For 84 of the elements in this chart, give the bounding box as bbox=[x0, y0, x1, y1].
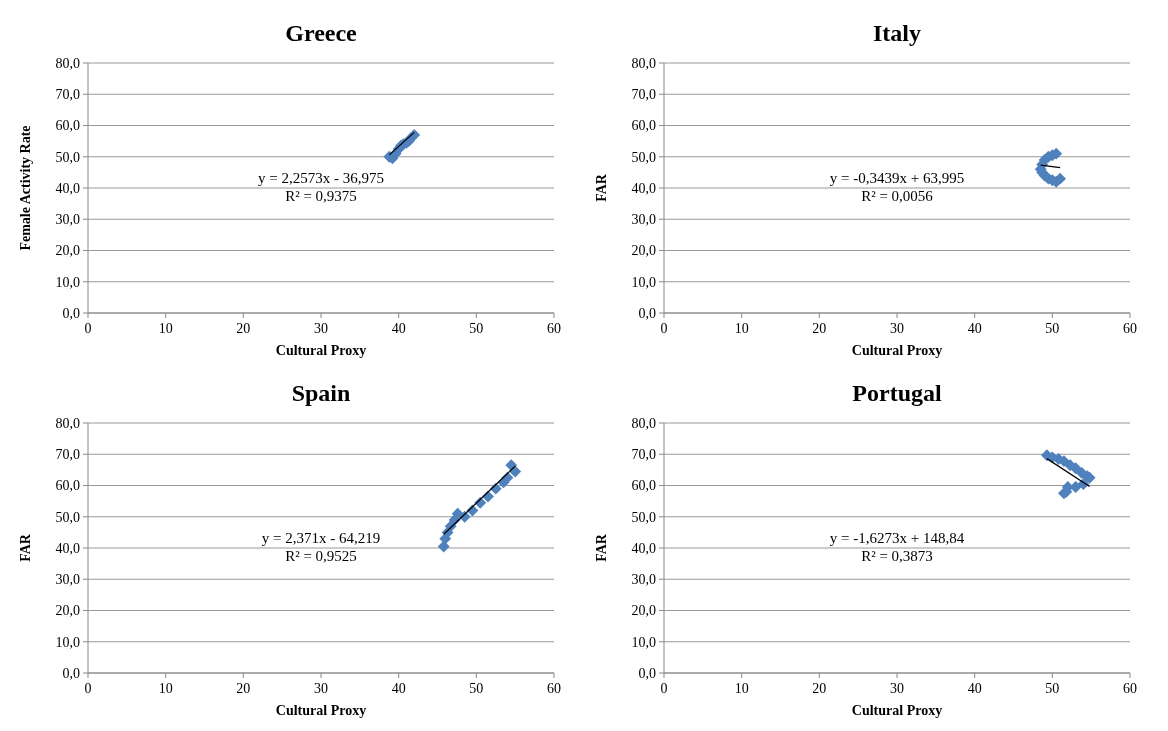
x-tick-label: 50 bbox=[1045, 681, 1060, 696]
x-tick-label: 60 bbox=[547, 321, 561, 336]
y-tick-label: 70,0 bbox=[631, 447, 656, 463]
y-tick-label: 0,0 bbox=[638, 305, 656, 321]
y-tick-label: 20,0 bbox=[631, 603, 656, 619]
y-tick-label: 50,0 bbox=[55, 149, 80, 165]
x-tick-label: 30 bbox=[314, 681, 328, 696]
y-tick-label: 60,0 bbox=[55, 118, 80, 134]
annotation: R² = 0,9525 bbox=[285, 548, 357, 564]
x-tick-label: 10 bbox=[734, 681, 749, 696]
y-tick-label: 40,0 bbox=[631, 540, 656, 556]
x-tick-label: 60 bbox=[1123, 321, 1137, 336]
x-tick-label: 30 bbox=[314, 321, 328, 336]
y-tick-label: 80,0 bbox=[55, 415, 80, 431]
y-tick-label: 10,0 bbox=[55, 634, 80, 650]
y-axis-title: FAR bbox=[18, 533, 33, 562]
y-tick-label: 30,0 bbox=[55, 572, 80, 588]
y-tick-label: 60,0 bbox=[631, 478, 656, 494]
y-tick-label: 20,0 bbox=[55, 243, 80, 259]
x-tick-label: 10 bbox=[158, 321, 173, 336]
y-tick-label: 20,0 bbox=[631, 243, 656, 259]
y-tick-label: 10,0 bbox=[631, 274, 656, 290]
y-axis-title: FAR bbox=[594, 533, 609, 562]
y-tick-label: 70,0 bbox=[55, 87, 80, 103]
y-tick-label: 50,0 bbox=[631, 149, 656, 165]
y-tick-label: 0,0 bbox=[638, 665, 656, 681]
x-tick-label: 40 bbox=[967, 681, 982, 696]
x-tick-label: 50 bbox=[1045, 321, 1060, 336]
y-tick-label: 80,0 bbox=[631, 55, 656, 71]
x-tick-label: 50 bbox=[469, 321, 484, 336]
x-tick-label: 30 bbox=[890, 681, 904, 696]
annotation: R² = 0,3873 bbox=[861, 548, 933, 564]
y-tick-label: 0,0 bbox=[62, 305, 80, 321]
y-tick-label: 10,0 bbox=[55, 274, 80, 290]
x-tick-label: 50 bbox=[469, 681, 484, 696]
chart-title: Spain bbox=[291, 380, 351, 406]
y-tick-label: 30,0 bbox=[55, 212, 80, 228]
chart-title: Greece bbox=[285, 20, 358, 46]
x-axis-title: Cultural Proxy bbox=[275, 343, 367, 358]
x-tick-label: 20 bbox=[812, 681, 827, 696]
y-tick-label: 30,0 bbox=[631, 212, 656, 228]
annotation: y = 2,371x - 64,219 bbox=[261, 530, 381, 546]
y-tick-label: 0,0 bbox=[62, 665, 80, 681]
x-tick-label: 0 bbox=[84, 321, 92, 336]
y-tick-label: 50,0 bbox=[631, 509, 656, 525]
y-tick-label: 40,0 bbox=[55, 540, 80, 556]
y-tick-label: 60,0 bbox=[55, 478, 80, 494]
x-tick-label: 0 bbox=[84, 681, 92, 696]
x-tick-label: 0 bbox=[660, 681, 668, 696]
annotation: y = 2,2573x - 36,975 bbox=[258, 170, 384, 186]
x-tick-label: 20 bbox=[236, 681, 251, 696]
x-tick-label: 40 bbox=[967, 321, 982, 336]
chart-title: Italy bbox=[873, 20, 921, 46]
y-tick-label: 40,0 bbox=[631, 180, 656, 196]
y-tick-label: 70,0 bbox=[631, 87, 656, 103]
x-tick-label: 0 bbox=[660, 321, 668, 336]
y-tick-label: 80,0 bbox=[631, 415, 656, 431]
x-axis-title: Cultural Proxy bbox=[275, 703, 367, 718]
y-tick-label: 60,0 bbox=[631, 118, 656, 134]
y-axis-title: Female Activity Rate bbox=[18, 125, 33, 251]
x-tick-label: 60 bbox=[547, 681, 561, 696]
y-tick-label: 10,0 bbox=[631, 634, 656, 650]
annotation: R² = 0,9375 bbox=[285, 188, 357, 204]
x-tick-label: 10 bbox=[734, 321, 749, 336]
y-tick-label: 40,0 bbox=[55, 180, 80, 196]
x-axis-title: Cultural Proxy bbox=[851, 343, 943, 358]
y-axis-title: FAR bbox=[594, 173, 609, 202]
x-tick-label: 40 bbox=[391, 681, 406, 696]
x-tick-label: 10 bbox=[158, 681, 173, 696]
x-tick-label: 40 bbox=[391, 321, 406, 336]
y-tick-label: 30,0 bbox=[631, 572, 656, 588]
annotation: y = -0,3439x + 63,995 bbox=[829, 170, 965, 186]
x-tick-label: 20 bbox=[812, 321, 827, 336]
y-tick-label: 20,0 bbox=[55, 603, 80, 619]
y-tick-label: 50,0 bbox=[55, 509, 80, 525]
annotation: R² = 0,0056 bbox=[861, 188, 934, 204]
chart-title: Portugal bbox=[852, 380, 942, 406]
y-tick-label: 70,0 bbox=[55, 447, 80, 463]
x-tick-label: 60 bbox=[1123, 681, 1137, 696]
annotation: y = -1,6273x + 148,84 bbox=[829, 530, 965, 546]
x-axis-title: Cultural Proxy bbox=[851, 703, 943, 718]
y-tick-label: 80,0 bbox=[55, 55, 80, 71]
x-tick-label: 20 bbox=[236, 321, 251, 336]
x-tick-label: 30 bbox=[890, 321, 904, 336]
